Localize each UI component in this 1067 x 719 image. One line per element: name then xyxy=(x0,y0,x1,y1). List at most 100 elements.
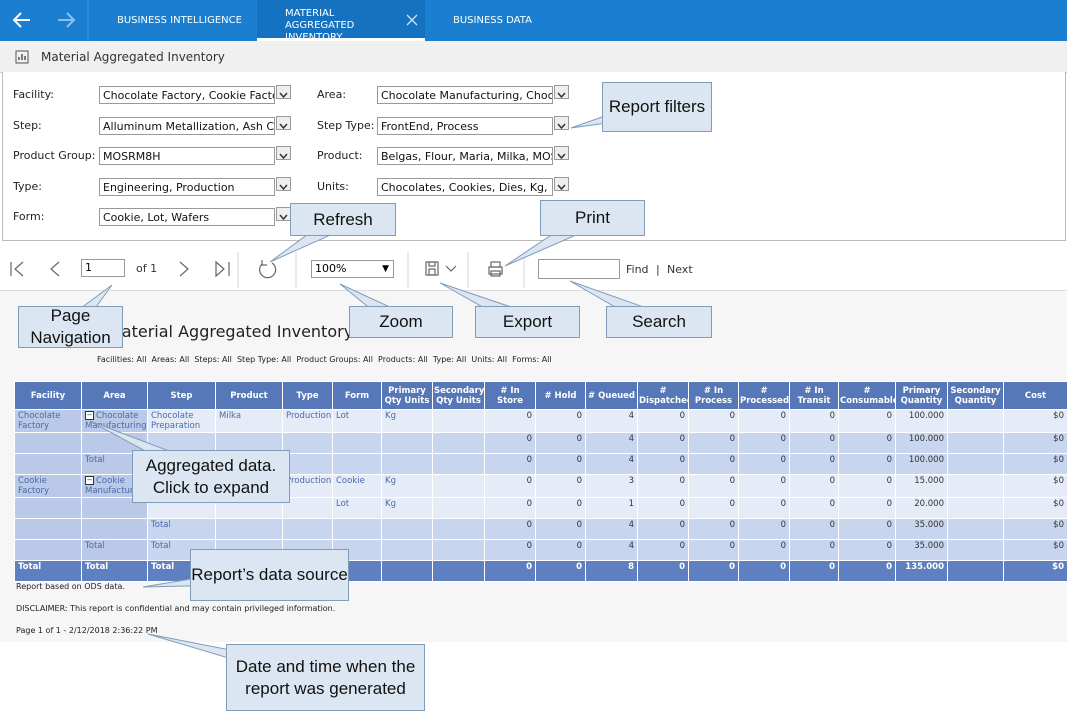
table-cell xyxy=(215,432,283,454)
cell-text: 0 xyxy=(679,455,685,465)
filter-dropdown[interactable] xyxy=(276,85,291,99)
table-cell xyxy=(947,409,1004,433)
column-header: Cost xyxy=(1003,381,1067,410)
table-cell: 0 xyxy=(535,497,586,519)
cell-text: 0 xyxy=(679,562,685,572)
table-cell: − Cookie Manufacturing xyxy=(81,474,148,498)
cell-text: 0 xyxy=(729,541,735,551)
filter-dropdown[interactable] xyxy=(276,116,291,130)
table-cell: 0 xyxy=(789,409,839,433)
tab[interactable]: BUSINESS DATA xyxy=(453,15,532,26)
cell-text: 0 xyxy=(886,434,892,444)
filter-value[interactable]: Belgas, Flour, Maria, Milka, MOSRM8H xyxy=(377,147,553,165)
cell-text: 100.000 xyxy=(908,411,944,421)
filter-dropdown[interactable] xyxy=(554,146,569,160)
cell-text: Cookie xyxy=(336,476,365,486)
column-header: Primary Qty Units xyxy=(381,381,433,410)
cell-text: Total xyxy=(151,520,171,530)
cell-text: 100.000 xyxy=(908,455,944,465)
table-cell: 0 xyxy=(688,539,739,561)
close-tab[interactable] xyxy=(406,14,418,26)
callout: Report filters xyxy=(602,82,712,132)
table-cell: 0 xyxy=(637,518,689,540)
find-button[interactable]: Find xyxy=(626,263,649,276)
expand-toggle[interactable]: − xyxy=(85,411,94,420)
cell-text: 35.000 xyxy=(914,520,944,530)
zoom-select[interactable]: 100% ▼ xyxy=(311,260,394,278)
cell-text: 0 xyxy=(576,541,582,551)
filter-label: Type: xyxy=(13,180,42,193)
cell-text: 0 xyxy=(729,499,735,509)
page-input[interactable]: 1 xyxy=(81,259,125,277)
table-cell: 0 xyxy=(738,474,790,498)
search-input[interactable] xyxy=(538,259,620,279)
table-cell xyxy=(947,539,1004,561)
cell-text: Cookie Factory xyxy=(18,476,50,496)
tab[interactable]: BUSINESS INTELLIGENCE xyxy=(117,15,242,26)
table-cell: Cookie Factory xyxy=(14,474,82,498)
filter-value[interactable]: Chocolates, Cookies, Dies, Kg, Packs xyxy=(377,178,553,196)
table-cell xyxy=(432,474,485,498)
filter-value[interactable]: Cookie, Lot, Wafers xyxy=(99,208,275,226)
table-cell xyxy=(947,560,1004,582)
table-cell: 0 xyxy=(838,560,896,582)
table-cell: 0 xyxy=(738,497,790,519)
cell-text: 35.000 xyxy=(914,541,944,551)
cell-text: Kg xyxy=(385,499,396,509)
filter-dropdown[interactable] xyxy=(276,177,291,191)
cell-text: Total xyxy=(18,562,42,572)
column-header: Area xyxy=(81,381,148,410)
filter-dropdown[interactable] xyxy=(554,116,569,130)
column-header: Type xyxy=(282,381,333,410)
cell-text: 0 xyxy=(829,455,835,465)
cell-text: 4 xyxy=(628,520,634,530)
filter-value[interactable]: Chocolate Factory, Cookie Factory xyxy=(99,86,275,104)
cell-text: $0 xyxy=(1052,562,1064,572)
expand-toggle[interactable]: − xyxy=(85,476,94,485)
cell-text: 0 xyxy=(829,520,835,530)
table-cell: 0 xyxy=(789,518,839,540)
cell-text: Total xyxy=(151,562,175,572)
filter-value[interactable]: Engineering, Production xyxy=(99,178,275,196)
callout: Report’s data source xyxy=(190,549,349,601)
table-cell: 100.000 xyxy=(895,409,948,433)
filter-label: Units: xyxy=(317,180,349,193)
cell-text: 4 xyxy=(628,541,634,551)
cell-text: 4 xyxy=(628,434,634,444)
table-cell: 0 xyxy=(838,474,896,498)
table-cell: 0 xyxy=(738,560,790,582)
nav-arrows xyxy=(12,0,89,41)
table-cell xyxy=(432,497,485,519)
table-row: Chocolate Factory − Chocolate Manufacturin… xyxy=(14,409,1067,433)
table-cell xyxy=(14,497,82,519)
active-tab-bg xyxy=(257,0,425,41)
table-cell: 0 xyxy=(738,453,790,475)
cell-text: 135.000 xyxy=(905,562,944,572)
table-cell: $0 xyxy=(1003,560,1067,582)
filter-dropdown[interactable] xyxy=(554,85,569,99)
cell-text: 0 xyxy=(526,562,532,572)
cell-text: 0 xyxy=(780,499,786,509)
table-cell xyxy=(381,560,433,582)
filter-value[interactable]: FrontEnd, Process xyxy=(377,117,553,135)
table-cell: Kg xyxy=(381,497,433,519)
table-cell xyxy=(381,453,433,475)
header-row: Facility Area Step Product Type Form Primary Q… xyxy=(14,381,1067,410)
callout: Print xyxy=(540,200,645,236)
toolbar-icons xyxy=(10,252,525,288)
column-header: Product xyxy=(215,381,283,410)
filter-dropdown[interactable] xyxy=(276,146,291,160)
filter-value[interactable]: Alluminum Metallization, Ash Cleaning xyxy=(99,117,275,135)
tab[interactable]: MATERIAL AGGREGATED INVENTORY xyxy=(285,8,355,43)
filter-value[interactable]: Chocolate Manufacturing, Chocolate xyxy=(377,86,553,104)
table-cell: Total xyxy=(81,539,148,561)
table-cell: 0 xyxy=(688,560,739,582)
table-cell: 0 xyxy=(789,539,839,561)
table-cell xyxy=(947,474,1004,498)
cell-text: Kg xyxy=(385,411,396,421)
table-cell: 0 xyxy=(688,474,739,498)
cell-text: 0 xyxy=(780,562,786,572)
filter-value[interactable]: MOSRM8H xyxy=(99,147,275,165)
filter-dropdown[interactable] xyxy=(554,177,569,191)
next-button[interactable]: Next xyxy=(667,263,693,276)
